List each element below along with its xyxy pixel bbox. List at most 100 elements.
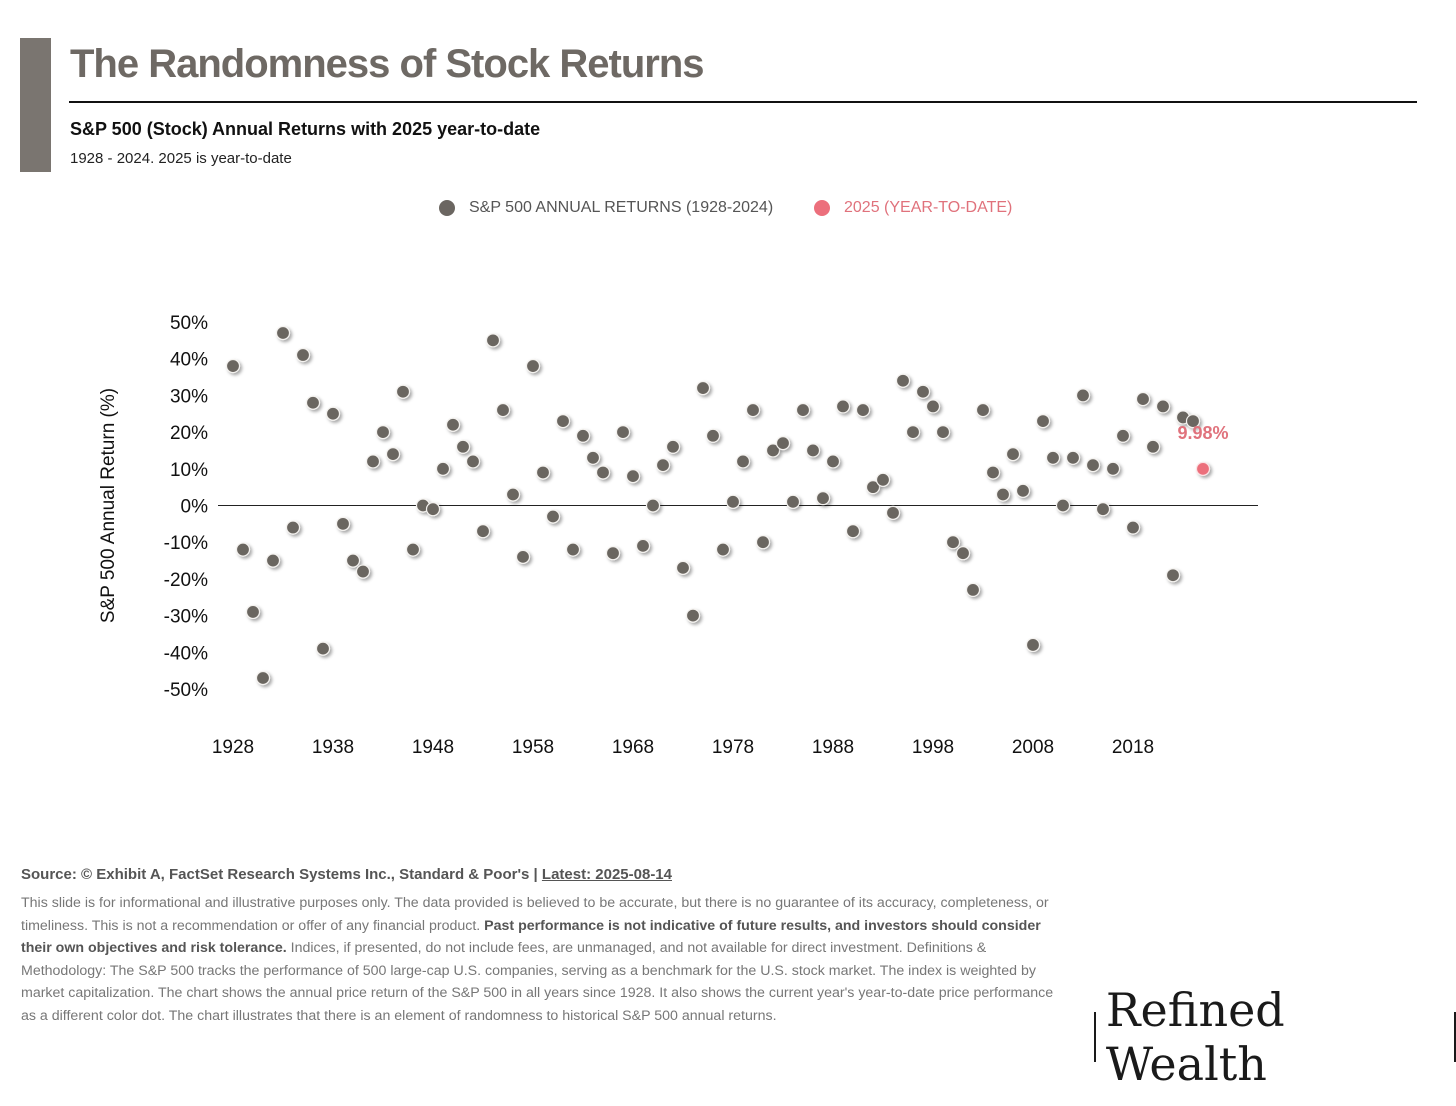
data-point <box>775 436 791 451</box>
x-tick-label: 2008 <box>1012 737 1054 758</box>
x-tick-label: 1978 <box>712 737 754 758</box>
legend-label-ytd: 2025 (YEAR-TO-DATE) <box>844 199 1013 216</box>
legend-item-ytd: 2025 (YEAR-TO-DATE) <box>814 199 1012 217</box>
data-point <box>595 465 611 480</box>
chart-subtitle: S&P 500 (Stock) Annual Returns with 2025… <box>70 119 541 139</box>
data-point <box>565 542 581 557</box>
data-point <box>1095 502 1111 517</box>
y-tick-label: 0% <box>181 497 209 518</box>
data-point <box>1125 520 1141 535</box>
data-point <box>765 443 781 458</box>
data-point <box>705 428 721 443</box>
data-point <box>295 347 311 363</box>
y-tick-label: -40% <box>164 643 208 664</box>
data-point <box>225 358 241 374</box>
x-tick-label: 1958 <box>512 737 554 758</box>
data-point <box>1065 450 1081 465</box>
data-point <box>315 641 331 656</box>
data-point <box>1115 428 1131 443</box>
data-label-ytd: 9.98% <box>1177 423 1228 443</box>
data-point <box>1165 568 1181 583</box>
data-point <box>545 509 561 524</box>
logo-left-bar <box>1094 1012 1096 1062</box>
data-point <box>695 380 711 396</box>
data-point <box>405 542 421 557</box>
data-point <box>965 582 981 598</box>
data-point <box>945 535 961 550</box>
data-point <box>805 443 821 458</box>
data-point <box>555 413 571 429</box>
y-tick-label: 50% <box>170 313 208 334</box>
data-point <box>605 546 621 561</box>
data-point <box>985 465 1001 480</box>
data-point <box>825 454 841 469</box>
data-point <box>955 546 971 561</box>
y-tick-label: 20% <box>170 423 208 444</box>
data-point <box>485 333 501 348</box>
data-point <box>1145 439 1161 454</box>
data-point <box>265 553 281 568</box>
latest-date-link[interactable]: Latest: 2025-08-14 <box>541 866 672 883</box>
refined-wealth-logo: Refined Wealth <box>1094 983 1456 1091</box>
legend-label-historical: S&P 500 ANNUAL RETURNS (1928-2024) <box>469 199 774 216</box>
source-line: Source: © Exhibit A, FactSet Research Sy… <box>21 866 672 883</box>
data-point <box>935 425 951 440</box>
data-point <box>255 670 271 686</box>
page-title: The Randomness of Stock Returns <box>70 42 705 86</box>
data-point <box>1025 637 1041 653</box>
data-point <box>635 538 651 553</box>
data-point <box>915 384 931 399</box>
data-point <box>655 458 671 473</box>
x-tick-label: 1988 <box>812 737 854 758</box>
data-point <box>1055 498 1071 513</box>
data-point <box>245 604 261 620</box>
data-point <box>285 520 301 535</box>
y-tick-label: -50% <box>164 680 208 701</box>
y-tick-label: 30% <box>170 386 208 407</box>
data-point <box>345 553 361 568</box>
data-point <box>685 608 701 623</box>
data-point <box>455 439 471 454</box>
data-point <box>1155 399 1171 414</box>
data-point <box>795 402 811 418</box>
data-point <box>845 524 861 539</box>
data-point <box>875 472 891 487</box>
accent-bar <box>20 38 51 172</box>
data-point <box>1005 447 1021 462</box>
data-point <box>385 447 401 462</box>
data-point <box>625 469 641 484</box>
data-point <box>995 487 1011 502</box>
data-point <box>675 560 691 575</box>
y-tick-label: -20% <box>164 570 208 591</box>
data-point <box>375 425 391 440</box>
disclaimer-text-1: This slide is for informational and illu… <box>21 895 1049 934</box>
data-point <box>435 461 451 476</box>
data-point <box>275 325 291 341</box>
data-point <box>495 402 511 418</box>
data-point <box>815 491 831 506</box>
data-point <box>1105 461 1121 476</box>
data-point <box>725 494 741 509</box>
y-tick-label: -30% <box>164 607 208 628</box>
logo-right-bar <box>1454 1012 1456 1062</box>
data-point <box>645 498 661 513</box>
disclaimer: This slide is for informational and illu… <box>21 892 1061 1027</box>
y-tick-label: -10% <box>164 533 208 554</box>
data-point <box>1135 391 1151 407</box>
x-tick-label: 1968 <box>612 737 654 758</box>
data-point <box>335 516 351 531</box>
chart-date-range: 1928 - 2024. 2025 is year-to-date <box>70 150 292 167</box>
data-point <box>1075 388 1091 403</box>
data-point <box>235 542 251 557</box>
data-point <box>1085 458 1101 473</box>
data-point <box>515 549 531 564</box>
data-point <box>615 425 631 440</box>
legend-item-historical: S&P 500 ANNUAL RETURNS (1928-2024) <box>439 199 773 217</box>
y-axis-title: S&P 500 Annual Return (%) <box>98 388 119 623</box>
data-point <box>905 425 921 440</box>
data-point <box>425 502 441 517</box>
data-point <box>525 358 541 374</box>
y-tick-label: 10% <box>170 460 208 481</box>
data-point <box>1015 483 1031 498</box>
data-point <box>365 454 381 469</box>
